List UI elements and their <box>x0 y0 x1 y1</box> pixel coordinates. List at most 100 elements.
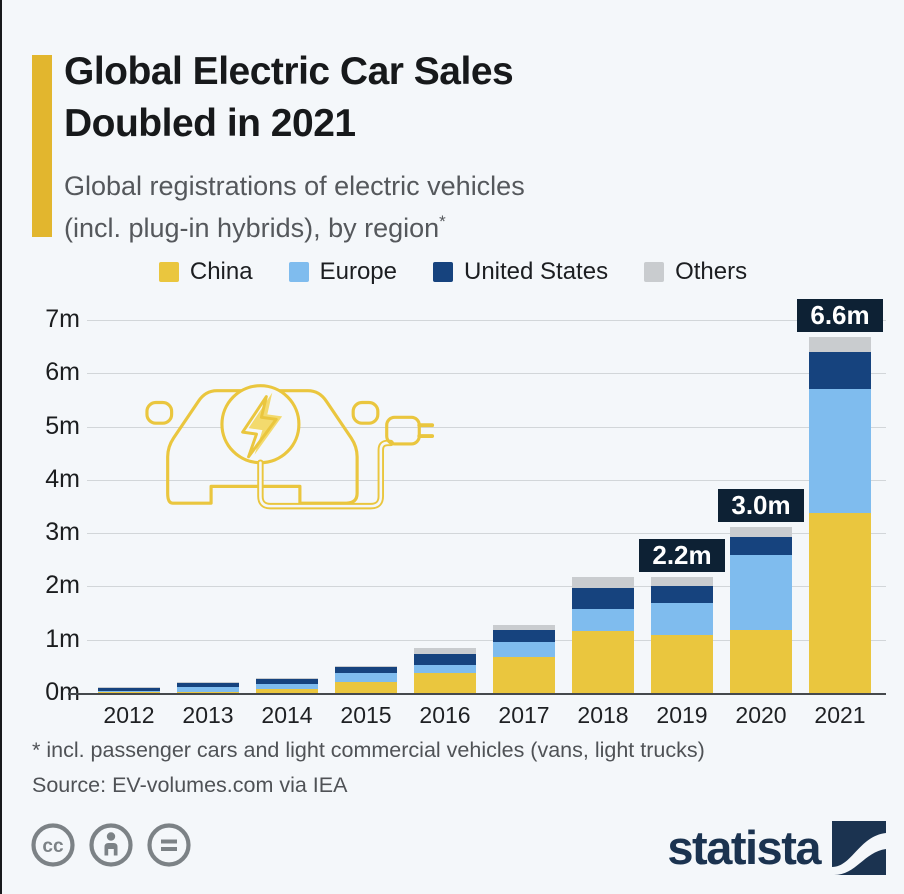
bar-segment-europe[interactable] <box>809 389 871 513</box>
license-icons: cc <box>30 822 192 868</box>
gridline <box>87 639 886 641</box>
bar-segment-others[interactable] <box>730 527 792 538</box>
x-axis-label: 2018 <box>577 702 629 728</box>
subtitle-line-2: (incl. plug-in hybrids), by region* <box>64 212 446 243</box>
x-axis-label: 2017 <box>498 702 550 728</box>
gridline <box>87 426 886 428</box>
source-line: Source: EV-volumes.com via IEA <box>32 773 348 797</box>
bar-segment-united-states[interactable] <box>730 537 792 556</box>
legend-label: United States <box>463 258 609 285</box>
legend-swatch <box>432 262 453 282</box>
bar-segment-others[interactable] <box>651 576 713 586</box>
legend-item-united-states[interactable]: United States <box>432 258 609 286</box>
bar-segment-europe[interactable] <box>256 684 318 690</box>
legend-label: Others <box>675 258 748 285</box>
electric-car-icon <box>145 384 435 510</box>
bar-segment-others[interactable] <box>572 576 634 588</box>
legend-label: China <box>189 258 253 285</box>
footnote-marker: * <box>439 212 446 231</box>
legend-item-europe[interactable]: Europe <box>288 258 397 286</box>
bar-segment-china[interactable] <box>98 692 160 693</box>
bar-segment-united-states[interactable] <box>493 629 555 642</box>
cc-nd-equals-icon[interactable] <box>146 822 192 868</box>
bar-segment-others[interactable] <box>335 666 397 668</box>
bar-segment-europe[interactable] <box>493 641 555 657</box>
gridline <box>87 479 886 481</box>
y-axis-tick: 7m <box>45 304 80 333</box>
x-axis-label: 2016 <box>419 702 471 728</box>
y-axis-tick: 6m <box>45 358 80 387</box>
bar-segment-europe[interactable] <box>98 691 160 693</box>
legend-item-china[interactable]: China <box>158 258 253 286</box>
x-axis-label: 2013 <box>182 702 234 728</box>
bolt-icon <box>241 395 278 459</box>
bar-segment-china[interactable] <box>809 512 871 693</box>
bar-segment-europe[interactable] <box>572 608 634 631</box>
statista-logo-mark <box>832 820 886 875</box>
bar-segment-china[interactable] <box>414 673 476 693</box>
title-accent-bar <box>32 55 52 237</box>
x-axis-label: 2019 <box>656 702 708 728</box>
y-axis-tick: 2m <box>45 571 80 600</box>
gridline <box>87 533 886 535</box>
bar-segment-europe[interactable] <box>414 665 476 674</box>
bar-segment-europe[interactable] <box>651 602 713 636</box>
chart-footnote: * incl. passenger cars and light commerc… <box>32 738 705 762</box>
legend-label: Europe <box>319 258 397 285</box>
bar-segment-europe[interactable] <box>335 673 397 683</box>
y-axis-tick: 3m <box>45 518 80 547</box>
bar-segment-united-states[interactable] <box>414 653 476 666</box>
bar-segment-others[interactable] <box>256 678 318 680</box>
y-axis-tick: 0m <box>45 678 80 706</box>
bar-segment-united-states[interactable] <box>177 682 239 687</box>
total-value-label: 3.0m <box>718 489 804 523</box>
bar-segment-united-states[interactable] <box>651 585 713 603</box>
bar-segment-china[interactable] <box>335 682 397 693</box>
legend-item-others[interactable]: Others <box>644 258 747 286</box>
bar-segment-united-states[interactable] <box>256 679 318 685</box>
bar-segment-united-states[interactable] <box>335 667 397 674</box>
subtitle-line-1: Global registrations of electric vehicle… <box>64 171 525 201</box>
bar-segment-china[interactable] <box>493 656 555 693</box>
cc-by-person-icon[interactable] <box>88 822 134 868</box>
x-axis-label: 2020 <box>735 702 787 728</box>
y-axis-tick: 1m <box>45 624 80 653</box>
total-value-label: 2.2m <box>639 538 725 572</box>
bar-segment-china[interactable] <box>572 630 634 693</box>
bar-segment-china[interactable] <box>177 691 239 693</box>
bolt-shadow <box>248 392 283 455</box>
bar-segment-europe[interactable] <box>730 555 792 630</box>
title-line-1: Global Electric Car Sales <box>64 50 514 93</box>
y-axis-tick: 5m <box>45 411 80 440</box>
x-axis-label: 2015 <box>340 702 392 728</box>
bar-segment-others[interactable] <box>414 647 476 654</box>
legend-swatch <box>158 262 179 282</box>
bar-segment-united-states[interactable] <box>809 351 871 390</box>
gridline <box>87 586 886 588</box>
bar-segment-china[interactable] <box>730 629 792 693</box>
x-axis-label: 2021 <box>814 702 866 728</box>
y-axis-tick: 4m <box>45 464 80 493</box>
statista-wordmark: statista <box>667 821 821 874</box>
bar-segment-united-states[interactable] <box>572 587 634 609</box>
gridline <box>87 319 886 321</box>
bar-segment-others[interactable] <box>493 625 555 630</box>
legend-swatch <box>288 262 309 282</box>
bar-segment-china[interactable] <box>256 689 318 693</box>
bar-segment-others[interactable] <box>177 682 239 683</box>
statista-logo[interactable]: statista <box>667 820 886 875</box>
svg-text:cc: cc <box>42 836 64 857</box>
x-axis-label: 2014 <box>261 702 313 728</box>
bar-segment-china[interactable] <box>651 635 713 693</box>
legend-swatch <box>644 262 665 282</box>
cc-icon[interactable]: cc <box>30 822 76 868</box>
chart-legend: China Europe United States Others <box>2 258 904 286</box>
bar-segment-united-states[interactable] <box>98 687 160 692</box>
x-axis-line <box>68 693 886 695</box>
bar-segment-europe[interactable] <box>177 686 239 692</box>
plug-icon <box>385 415 421 446</box>
bar-segment-others[interactable] <box>809 336 871 352</box>
bar-segment-others[interactable] <box>98 686 160 688</box>
page-title: Global Electric Car Sales Doubled in 202… <box>64 46 514 150</box>
